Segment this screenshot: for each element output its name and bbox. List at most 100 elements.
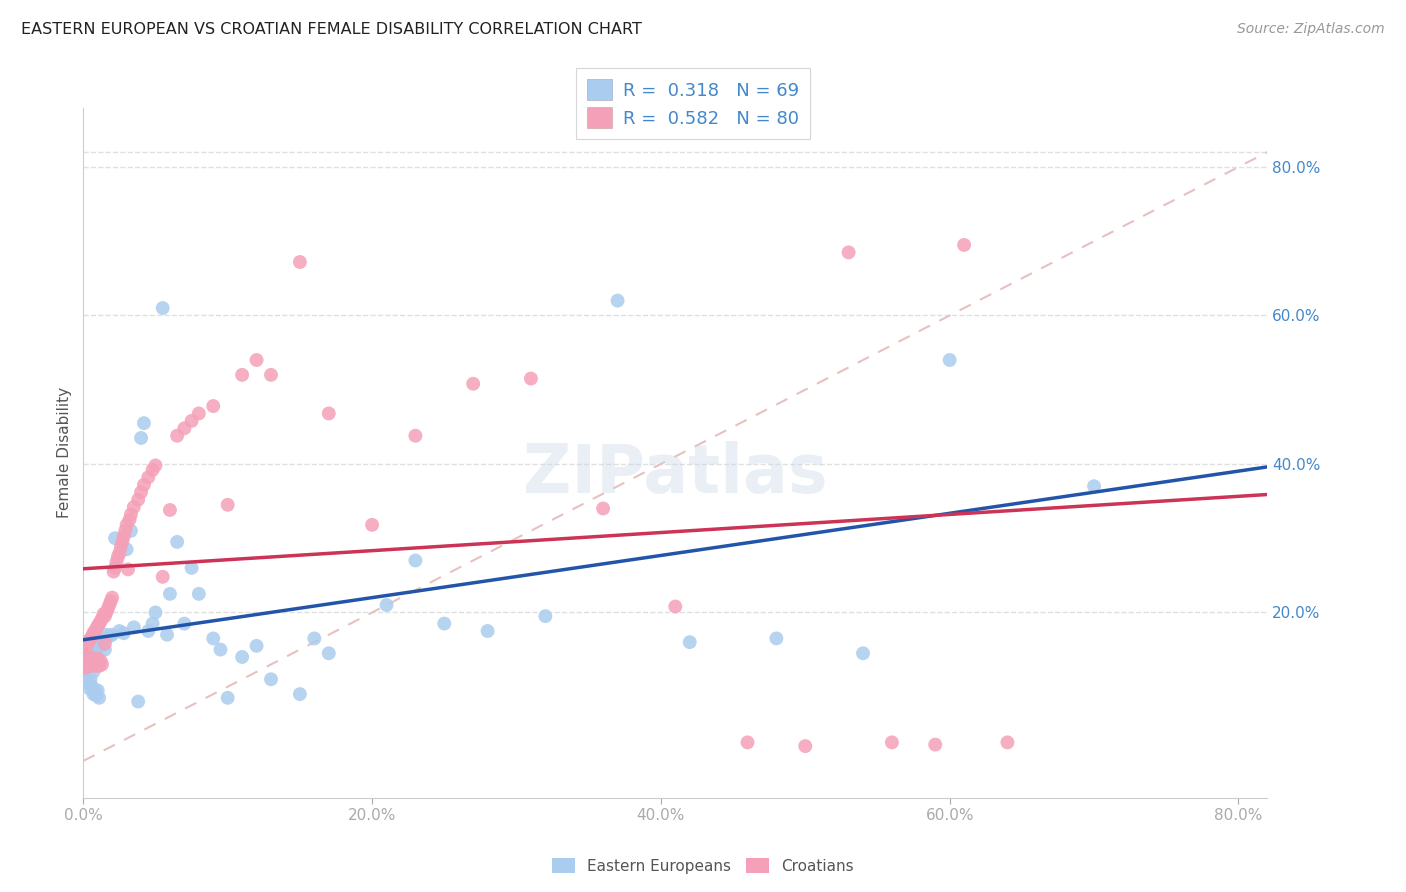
Point	[838, 245, 860, 260]
Point	[80, 629, 103, 643]
Point	[104, 531, 127, 545]
Point	[156, 628, 179, 642]
Point	[90, 615, 112, 629]
Point	[79, 642, 101, 657]
Point	[82, 626, 104, 640]
Point	[852, 646, 875, 660]
Point	[87, 632, 110, 646]
Point	[100, 594, 122, 608]
Point	[180, 561, 202, 575]
Point	[217, 690, 239, 705]
Point	[94, 642, 117, 657]
Point	[101, 591, 124, 605]
Point	[127, 492, 149, 507]
Point	[463, 376, 485, 391]
Point	[304, 632, 326, 646]
Point	[534, 609, 557, 624]
Point	[361, 517, 384, 532]
Point	[104, 561, 127, 575]
Point	[73, 661, 96, 675]
Point	[96, 606, 118, 620]
Point	[75, 639, 97, 653]
Point	[75, 657, 97, 672]
Point	[231, 650, 253, 665]
Text: ZIPatlas: ZIPatlas	[523, 441, 828, 507]
Point	[132, 477, 155, 491]
Point	[166, 535, 188, 549]
Point	[83, 683, 105, 698]
Point	[82, 644, 104, 658]
Point	[112, 626, 135, 640]
Point	[145, 458, 167, 473]
Point	[93, 607, 115, 621]
Point	[318, 646, 340, 660]
Point	[187, 587, 209, 601]
Point	[924, 738, 946, 752]
Point	[75, 657, 97, 672]
Point	[93, 632, 115, 646]
Point	[111, 535, 134, 549]
Point	[118, 513, 141, 527]
Point	[122, 500, 145, 514]
Point	[79, 650, 101, 665]
Point	[112, 530, 135, 544]
Point	[132, 416, 155, 430]
Point	[679, 635, 702, 649]
Point	[83, 637, 105, 651]
Point	[477, 624, 499, 638]
Point	[142, 616, 165, 631]
Point	[159, 587, 181, 601]
Point	[1083, 479, 1105, 493]
Point	[794, 739, 817, 753]
Point	[84, 635, 107, 649]
Text: EASTERN EUROPEAN VS CROATIAN FEMALE DISABILITY CORRELATION CHART: EASTERN EUROPEAN VS CROATIAN FEMALE DISA…	[21, 22, 643, 37]
Point	[953, 238, 976, 252]
Point	[84, 622, 107, 636]
Point	[87, 619, 110, 633]
Point	[115, 542, 138, 557]
Point	[122, 620, 145, 634]
Point	[202, 632, 225, 646]
Point	[129, 485, 152, 500]
Point	[202, 399, 225, 413]
Point	[79, 632, 101, 646]
Point	[765, 632, 787, 646]
Point	[84, 659, 107, 673]
Point	[120, 508, 142, 522]
Point	[97, 601, 120, 615]
Point	[91, 639, 114, 653]
Point	[180, 414, 202, 428]
Point	[115, 517, 138, 532]
Point	[231, 368, 253, 382]
Point	[136, 470, 159, 484]
Point	[120, 524, 142, 538]
Point	[145, 606, 167, 620]
Point	[87, 683, 110, 698]
Point	[79, 673, 101, 687]
Point	[245, 639, 267, 653]
Point	[94, 637, 117, 651]
Point	[152, 570, 174, 584]
Point	[107, 549, 129, 564]
Point	[664, 599, 686, 614]
Point	[96, 628, 118, 642]
Point	[91, 657, 114, 672]
Point	[110, 540, 132, 554]
Point	[76, 659, 98, 673]
Point	[117, 562, 139, 576]
Point	[606, 293, 628, 308]
Point	[173, 616, 195, 631]
Point	[260, 368, 283, 382]
Point	[288, 255, 311, 269]
Text: Source: ZipAtlas.com: Source: ZipAtlas.com	[1237, 22, 1385, 37]
Point	[997, 735, 1019, 749]
Point	[73, 642, 96, 657]
Point	[89, 616, 111, 631]
Y-axis label: Female Disability: Female Disability	[58, 387, 72, 518]
Point	[245, 353, 267, 368]
Point	[83, 624, 105, 638]
Point	[173, 421, 195, 435]
Point	[90, 654, 112, 668]
Point	[108, 624, 131, 638]
Point	[77, 633, 100, 648]
